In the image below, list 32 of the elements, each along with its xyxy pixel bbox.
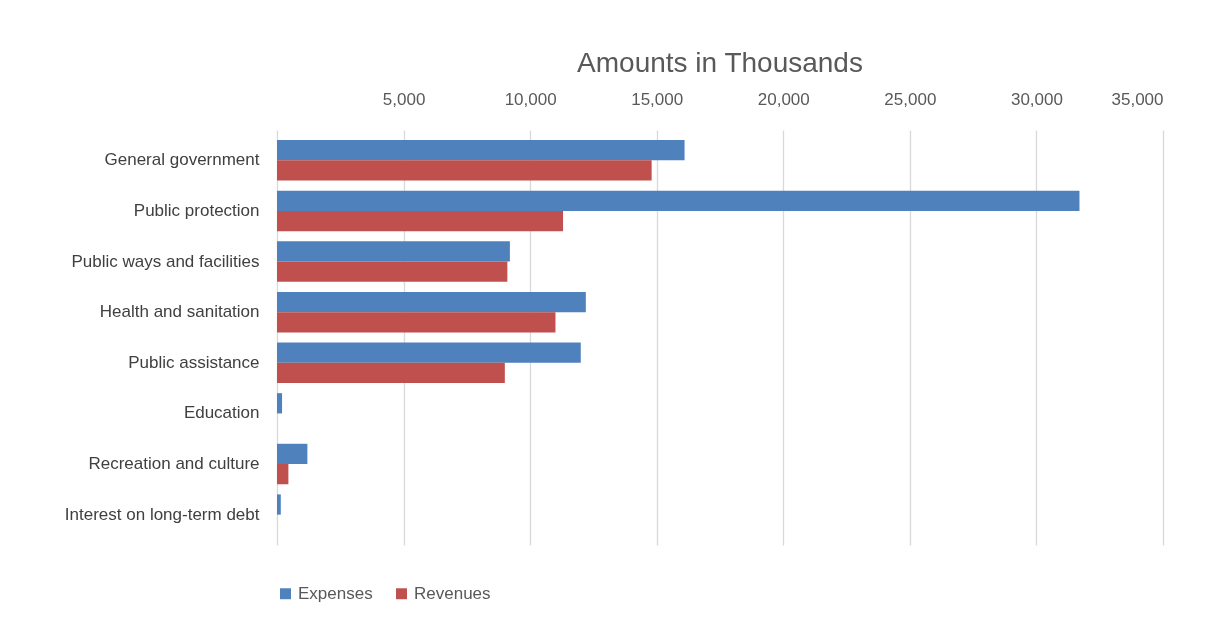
y-tick-label: Public protection: [133, 200, 260, 220]
bar: [277, 210, 564, 232]
y-tick-label: General government: [104, 150, 260, 170]
bar: [277, 140, 685, 161]
x-tick-label: 5,000: [382, 89, 426, 109]
bar: [277, 160, 652, 181]
chart-title: Amounts in Thousands: [577, 47, 863, 78]
legend-label: Expenses: [298, 583, 373, 603]
y-tick-label: Public assistance: [128, 352, 260, 372]
bar: [277, 494, 281, 515]
x-tick-label: 10,000: [504, 89, 557, 109]
y-tick-label: Health and sanitation: [99, 302, 260, 322]
y-tick-label: Public ways and facilities: [71, 251, 260, 271]
bar: [277, 464, 289, 485]
bar: [277, 342, 581, 363]
bar: [277, 261, 508, 282]
bar: [277, 362, 505, 384]
y-tick-label: Interest on long-term debt: [64, 504, 260, 524]
bar: [277, 443, 308, 465]
x-tick-label: 15,000: [631, 89, 684, 109]
bar: [277, 312, 556, 333]
y-tick-label: Recreation and culture: [88, 454, 260, 474]
x-tick-label: 30,000: [1010, 89, 1063, 109]
bar: [277, 291, 586, 313]
x-tick-label: 25,000: [884, 89, 937, 109]
x-tick-label: 20,000: [757, 89, 810, 109]
bar: [277, 393, 283, 414]
x-tick-label: 35,000: [1111, 89, 1164, 109]
bar: [277, 190, 1080, 211]
legend-label: Revenues: [414, 583, 491, 603]
bar: [277, 241, 510, 262]
y-tick-label: Education: [183, 403, 260, 423]
